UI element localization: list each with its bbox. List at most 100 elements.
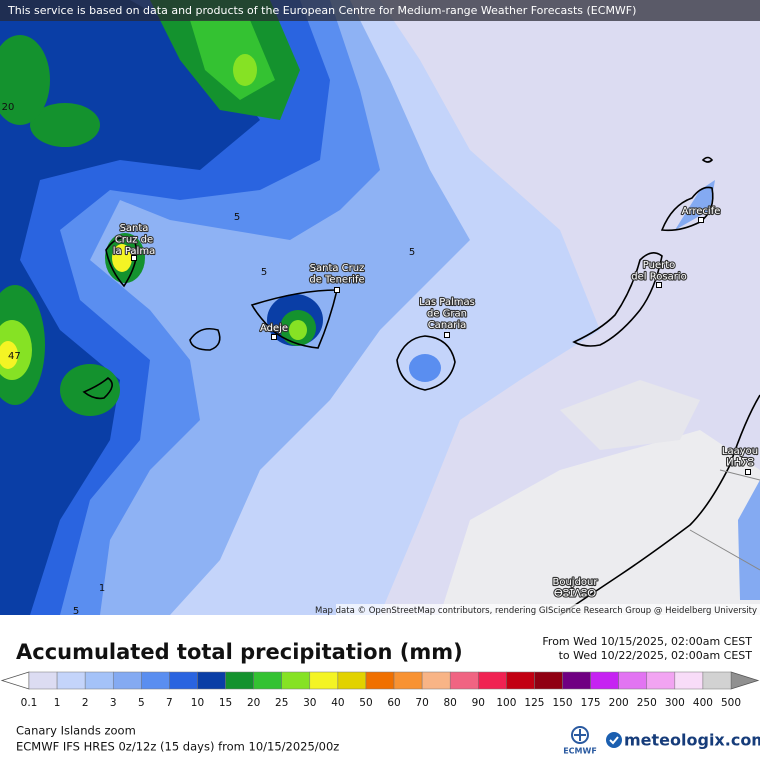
colorbar-bin [309, 671, 339, 690]
colorbar-bin [702, 671, 732, 690]
colorbar-bin [393, 671, 423, 690]
place-marker [334, 287, 340, 293]
colorbar-label: 175 [581, 697, 601, 709]
colorbar-bin [169, 671, 198, 690]
place-label: Puerto [643, 260, 676, 271]
rain-area [738, 480, 760, 600]
colorbar-label: 40 [331, 697, 344, 709]
meteologix-logo[interactable]: meteologix.com [606, 731, 760, 750]
colorbar-bin [197, 671, 226, 690]
place-marker [656, 282, 662, 288]
colorbar-bin [590, 671, 619, 690]
colorbar-label: 125 [524, 697, 544, 709]
colorbar-bin [28, 671, 58, 690]
colorbar-label: 30 [303, 697, 316, 709]
colorbar-label: 150 [552, 697, 572, 709]
island-outline [701, 156, 714, 163]
contour-label: 47 [8, 351, 21, 362]
colorbar-bin [421, 671, 451, 690]
rain-area [30, 103, 100, 147]
rain-area [0, 35, 50, 125]
banner: This service is based on data and produc… [7, 4, 636, 17]
contour-label: 1 [99, 583, 105, 594]
colorbar-bin [281, 671, 311, 690]
banner-background [0, 0, 760, 21]
colorbar-label: 300 [665, 697, 685, 709]
rain-area [112, 244, 132, 272]
place-marker [131, 255, 137, 261]
place-label: Santa Cruz [310, 263, 365, 274]
meteologix-text[interactable]: meteologix.com [624, 731, 760, 750]
dry-area [560, 380, 700, 450]
place-label: Laayou [722, 446, 758, 457]
colorbar-label: 500 [721, 697, 741, 709]
colorbar-label: 90 [472, 697, 485, 709]
colorbar-label: 5 [138, 697, 145, 709]
place-label: Arrecife [682, 206, 721, 217]
colorbar-bin [674, 671, 704, 690]
period-to: to Wed 10/22/2025, 02:00am CEST [559, 649, 753, 662]
colorbar-bin [646, 671, 676, 690]
contour-label: 20 [2, 102, 15, 113]
region: Canary Islands zoom [16, 724, 136, 738]
rain-area [409, 354, 441, 382]
rain-area [675, 180, 715, 230]
colorbar-label: 60 [387, 697, 400, 709]
colorbar-label: 0.1 [21, 697, 38, 709]
colorbar-bin [365, 671, 395, 690]
colorbar-bin [225, 671, 254, 690]
attribution: Map data © OpenStreetMap contributors, r… [315, 606, 757, 616]
rain-area [0, 341, 18, 369]
legend-title: Accumulated total precipitation (mm) [16, 640, 463, 664]
colorbar-bin [56, 671, 86, 690]
place-label: Canaria [428, 320, 467, 331]
place-marker [271, 334, 277, 340]
rain-area [0, 0, 260, 615]
place-marker [444, 332, 450, 338]
ecmwf-logo: ECMWF [563, 726, 597, 756]
place-label: de Gran [427, 309, 467, 320]
period-from: From Wed 10/15/2025, 02:00am CEST [542, 635, 752, 648]
contour-label: 5 [261, 267, 267, 278]
colorbar-bin [112, 671, 142, 690]
place-label: Adeje [260, 323, 288, 334]
place-label: Boujdour [552, 577, 598, 588]
place-label: ⵍⵄⵢⵓ [726, 458, 754, 469]
place-label: Santa [120, 223, 149, 234]
rain-area [289, 320, 307, 340]
colorbar-label: 400 [693, 697, 713, 709]
colorbar-bin [478, 671, 507, 690]
colorbar-bin [337, 671, 367, 690]
colorbar-bin [534, 671, 563, 690]
colorbar-above [730, 671, 760, 690]
colorbar: 0.1 1 2 3 5 7 10 15 20 25 30 40 50 60 70 80 90 100 125 150 1… [0, 671, 760, 709]
rain-area [233, 54, 257, 86]
colorbar-label: 25 [275, 697, 288, 709]
island-outline [660, 186, 714, 232]
island-outline [250, 289, 339, 349]
border [689, 469, 760, 571]
contour-label: 5 [234, 212, 240, 223]
contour-label: 5 [73, 606, 79, 617]
place-label: Cruz de [115, 235, 153, 246]
colorbar-label: 10 [191, 697, 204, 709]
place-label: de Tenerife [309, 275, 364, 286]
colorbar-label: 50 [359, 697, 372, 709]
place-label: del Rosario [631, 272, 686, 283]
colorbar-label: 3 [110, 697, 117, 709]
dry-area [440, 430, 760, 615]
colorbar-bin [562, 671, 591, 690]
colorbar-label: 20 [247, 697, 260, 709]
colorbar-label: 1 [54, 697, 61, 709]
colorbar-below [0, 671, 30, 690]
model-run: ECMWF IFS HRES 0z/12z (15 days) from 10/… [16, 740, 339, 754]
island-outline [82, 376, 113, 400]
coastline [559, 394, 760, 616]
colorbar-label: 100 [496, 697, 516, 709]
colorbar-bin [141, 671, 170, 690]
colorbar-bin [253, 671, 282, 690]
colorbar-label: 7 [166, 697, 173, 709]
place-marker [698, 217, 704, 223]
colorbar-label: 15 [219, 697, 232, 709]
